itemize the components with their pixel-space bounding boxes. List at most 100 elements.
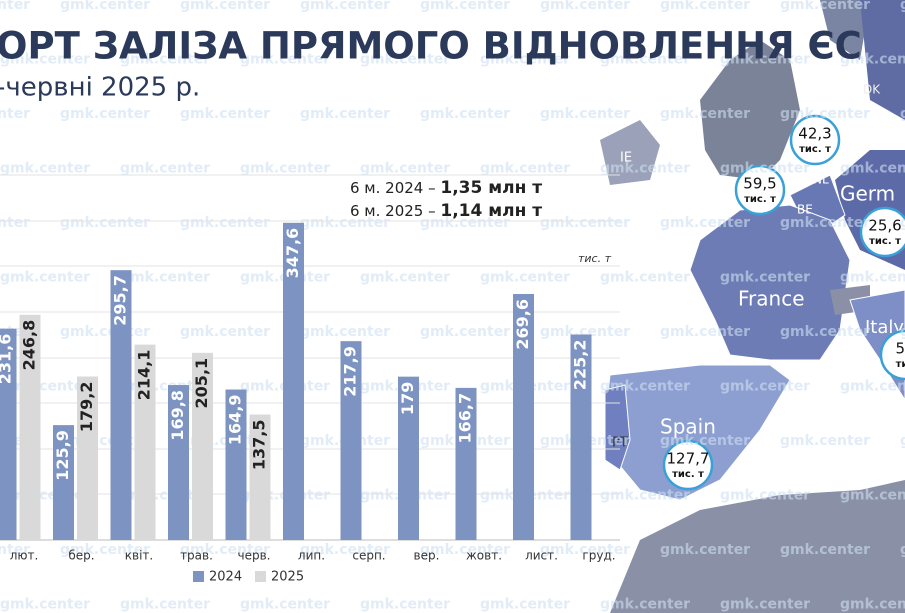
land	[860, 0, 905, 120]
watermark: gmk.center	[420, 324, 510, 340]
x-tick-label: лют.	[10, 549, 39, 563]
watermark: gmk.center	[240, 52, 330, 68]
watermark: gmk.center	[480, 161, 570, 177]
watermark: gmk.center	[480, 52, 570, 68]
watermark: gmk.center	[900, 433, 905, 449]
land	[600, 120, 660, 185]
bar	[283, 222, 304, 540]
x-tick-label: жовт.	[466, 549, 502, 563]
bar	[168, 385, 189, 540]
annotation-value: 1,14 млн т	[440, 201, 542, 221]
country-label: France	[738, 287, 805, 311]
watermark: gmk.center	[660, 0, 750, 13]
x-tick-label: лист.	[525, 549, 558, 563]
value-label: 137,5	[250, 420, 269, 471]
bubble	[789, 114, 841, 166]
watermark: gmk.center	[600, 52, 690, 68]
watermark: gmk.center	[720, 270, 810, 286]
bar	[513, 293, 534, 540]
country-label: BE	[797, 203, 813, 217]
bubble-unit: тис. т	[799, 144, 831, 155]
watermark: gmk.center	[900, 324, 905, 340]
bubble	[734, 164, 786, 216]
bar	[192, 352, 213, 540]
bubble-value: 127,7	[667, 450, 710, 468]
country-label: IE	[620, 151, 632, 166]
bar	[77, 376, 98, 540]
legend-swatch	[255, 571, 266, 582]
watermark: gmk.center	[720, 488, 810, 504]
value-label: 231,6	[0, 334, 15, 385]
watermark: gmk.center	[780, 0, 870, 13]
watermark: gmk.center	[660, 542, 750, 558]
annotation: 6 м. 2025 – 1,14 млн т	[350, 201, 542, 221]
bar	[19, 314, 41, 540]
watermark: gmk.center	[780, 215, 870, 231]
watermark: gmk.center	[0, 52, 90, 68]
value-label: 166,7	[456, 393, 475, 444]
value-label: 164,9	[226, 395, 245, 446]
watermark: gmk.center	[900, 215, 905, 231]
watermark: gmk.center	[840, 270, 905, 286]
annotation: 6 м. 2024 – 1,35 млн т	[350, 178, 542, 198]
bubble	[662, 439, 714, 491]
bar	[398, 376, 419, 540]
x-tick-label: вер.	[414, 549, 440, 563]
watermark: gmk.center	[780, 106, 870, 122]
watermark: gmk.center	[480, 270, 570, 286]
watermark: gmk.center	[60, 106, 150, 122]
value-label: 125,9	[53, 430, 72, 481]
watermark: gmk.center	[240, 161, 330, 177]
watermark: gmk.center	[840, 52, 905, 68]
watermark: gmk.center	[60, 542, 150, 558]
bar	[53, 425, 74, 540]
bar	[455, 387, 477, 540]
watermark: gmk.center	[300, 106, 390, 122]
bar	[110, 270, 132, 540]
legend-label: 2024	[209, 570, 242, 585]
watermark: gmk.center	[360, 161, 450, 177]
watermark: gmk.center	[780, 324, 870, 340]
legend-label: 2025	[271, 570, 304, 585]
watermark: gmk.center	[840, 379, 905, 395]
x-tick-label: серп.	[352, 549, 385, 563]
watermark: gmk.center	[840, 597, 905, 613]
watermark: gmk.center	[720, 597, 810, 613]
bubble-value: 59,5	[743, 175, 776, 193]
watermark: gmk.center	[420, 0, 510, 13]
annotation-value: 1,35 млн т	[440, 178, 542, 198]
watermark: gmk.center	[420, 106, 510, 122]
unit-label: тис. т	[578, 252, 612, 265]
watermark: gmk.center	[540, 0, 630, 13]
watermark: gmk.center	[0, 106, 30, 122]
bar	[340, 341, 362, 540]
watermark: gmk.center	[240, 597, 330, 613]
value-label: 295,7	[111, 275, 130, 326]
legend-swatch	[193, 571, 204, 582]
watermark: gmk.center	[900, 0, 905, 13]
country-label: Spain	[660, 415, 716, 439]
x-tick-label: бер.	[68, 549, 94, 563]
bar	[134, 344, 156, 540]
watermark: gmk.center	[660, 106, 750, 122]
watermark: gmk.center	[420, 215, 510, 231]
watermark: gmk.center	[180, 542, 270, 558]
country-label: NL	[813, 173, 829, 187]
watermark: gmk.center	[0, 542, 30, 558]
watermark: gmk.center	[540, 215, 630, 231]
watermark: gmk.center	[120, 597, 210, 613]
watermark: gmk.center	[0, 161, 90, 177]
watermark: gmk.center	[840, 161, 905, 177]
country-label: Germ	[840, 182, 895, 206]
watermark: gmk.center	[660, 215, 750, 231]
watermark: gmk.center	[600, 597, 690, 613]
annotation-label: 6 м. 2025 –	[350, 202, 440, 220]
bubble-value: 25,6	[868, 217, 901, 235]
watermark: gmk.center	[540, 542, 630, 558]
watermark: gmk.center	[900, 542, 905, 558]
x-tick-label: черв.	[238, 549, 271, 563]
watermark: gmk.center	[120, 270, 210, 286]
value-label: 217,9	[341, 346, 360, 397]
